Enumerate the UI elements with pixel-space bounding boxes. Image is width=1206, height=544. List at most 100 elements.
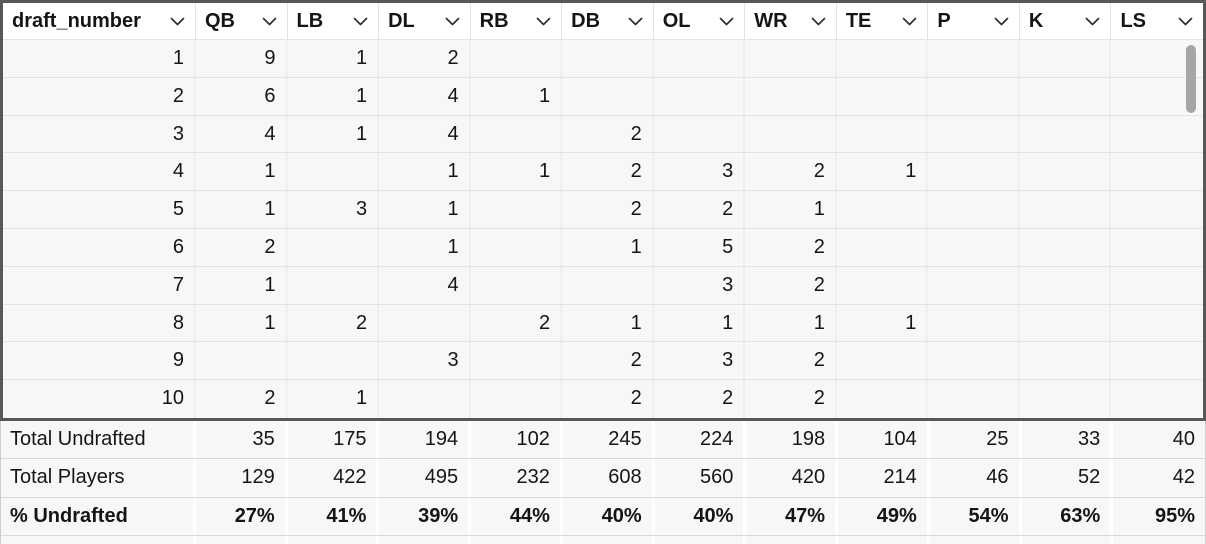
table-cell[interactable] [1, 535, 196, 543]
table-cell[interactable] [287, 153, 380, 191]
table-cell[interactable] [1111, 191, 1203, 228]
table-cell[interactable]: 2 [653, 191, 746, 228]
table-cell[interactable]: 198 [746, 421, 839, 459]
table-cell[interactable]: 1 [562, 304, 654, 342]
table-cell[interactable]: 2 [379, 40, 471, 77]
table-cell[interactable]: 2 [562, 115, 654, 153]
table-cell[interactable] [1111, 342, 1203, 380]
table-cell[interactable] [1111, 380, 1203, 418]
table-cell[interactable]: 3 [3, 115, 196, 153]
table-cell[interactable] [928, 228, 1020, 266]
table-cell[interactable]: 35 [196, 421, 288, 459]
table-cell[interactable]: 1 [379, 153, 471, 191]
table-cell[interactable] [1111, 304, 1203, 342]
table-cell[interactable]: 10 [3, 380, 196, 418]
table-cell[interactable] [745, 40, 837, 77]
table-cell[interactable]: 1 [470, 77, 563, 115]
table-cell[interactable]: 2 [287, 304, 380, 342]
table-cell[interactable]: 1 [745, 191, 837, 228]
table-cell[interactable]: 1 [470, 153, 563, 191]
table-cell[interactable]: 1 [196, 266, 288, 304]
row-label[interactable]: Total Players [1, 459, 196, 497]
table-cell[interactable] [928, 40, 1020, 77]
table-cell[interactable]: 2 [653, 380, 746, 418]
table-cell[interactable]: 214 [838, 459, 930, 497]
table-cell[interactable] [928, 77, 1020, 115]
table-cell[interactable]: 560 [654, 459, 747, 497]
table-cell[interactable]: 1 [836, 304, 929, 342]
table-cell[interactable] [1019, 77, 1112, 115]
table-cell[interactable] [470, 342, 563, 380]
table-cell[interactable]: 1 [745, 304, 837, 342]
table-cell[interactable] [653, 115, 746, 153]
table-cell[interactable]: 8 [3, 304, 196, 342]
column-header-DL[interactable]: DL [379, 3, 471, 39]
table-cell[interactable] [470, 115, 563, 153]
table-cell[interactable]: 2 [562, 191, 654, 228]
table-cell[interactable] [653, 77, 746, 115]
table-cell[interactable]: 9 [196, 40, 288, 77]
table-cell[interactable] [470, 380, 563, 418]
table-cell[interactable]: 9 [3, 342, 196, 380]
table-cell[interactable] [379, 304, 471, 342]
table-cell[interactable] [928, 342, 1020, 380]
table-cell[interactable] [1111, 153, 1203, 191]
table-cell[interactable] [196, 342, 288, 380]
table-cell[interactable] [836, 40, 929, 77]
table-cell[interactable] [836, 380, 929, 418]
chevron-down-icon[interactable] [445, 17, 460, 26]
table-cell[interactable] [836, 228, 929, 266]
chevron-down-icon[interactable] [1178, 17, 1193, 26]
table-cell[interactable] [1019, 153, 1112, 191]
table-cell[interactable]: 40% [562, 497, 655, 535]
table-cell[interactable]: 2 [745, 380, 837, 418]
table-cell[interactable]: 102 [471, 421, 563, 459]
table-cell[interactable] [836, 191, 929, 228]
table-cell[interactable]: 46 [929, 459, 1022, 497]
chevron-down-icon[interactable] [536, 17, 551, 26]
table-cell[interactable]: 1 [196, 153, 288, 191]
column-header-RB[interactable]: RB [470, 3, 563, 39]
table-cell[interactable] [562, 77, 654, 115]
table-cell[interactable]: 224 [654, 421, 747, 459]
table-cell[interactable]: 63% [1021, 497, 1114, 535]
column-header-K[interactable]: K [1019, 3, 1112, 39]
chevron-down-icon[interactable] [811, 17, 826, 26]
table-cell[interactable]: 33 [1021, 421, 1114, 459]
table-cell[interactable]: 495 [379, 459, 472, 497]
table-cell[interactable]: 3 [379, 342, 471, 380]
chevron-down-icon[interactable] [1085, 17, 1100, 26]
table-cell[interactable] [745, 115, 837, 153]
table-cell[interactable]: 40% [654, 497, 747, 535]
table-cell[interactable] [471, 535, 563, 543]
chevron-down-icon[interactable] [628, 17, 643, 26]
column-header-draft_number[interactable]: draft_number [3, 3, 196, 39]
table-cell[interactable]: 4 [379, 77, 471, 115]
table-cell[interactable] [1019, 304, 1112, 342]
table-cell[interactable] [653, 40, 746, 77]
table-cell[interactable]: 3 [287, 191, 380, 228]
table-cell[interactable]: 1 [562, 228, 654, 266]
table-cell[interactable]: 129 [196, 459, 288, 497]
table-cell[interactable]: 6 [196, 77, 288, 115]
table-cell[interactable] [1019, 191, 1112, 228]
table-cell[interactable] [928, 115, 1020, 153]
table-cell[interactable]: 3 [653, 266, 746, 304]
table-cell[interactable]: 1 [196, 191, 288, 228]
chevron-down-icon[interactable] [353, 17, 368, 26]
table-cell[interactable]: 422 [287, 459, 380, 497]
chevron-down-icon[interactable] [170, 17, 185, 26]
table-cell[interactable]: 1 [653, 304, 746, 342]
chevron-down-icon[interactable] [719, 17, 734, 26]
column-header-OL[interactable]: OL [653, 3, 746, 39]
table-cell[interactable] [654, 535, 747, 543]
table-cell[interactable] [287, 228, 380, 266]
table-cell[interactable]: 95% [1113, 497, 1205, 535]
column-header-QB[interactable]: QB [196, 3, 288, 39]
table-cell[interactable]: 2 [562, 342, 654, 380]
table-cell[interactable]: 245 [562, 421, 655, 459]
table-cell[interactable] [928, 153, 1020, 191]
table-cell[interactable] [1019, 115, 1112, 153]
column-header-DB[interactable]: DB [562, 3, 654, 39]
table-cell[interactable]: 1 [379, 191, 471, 228]
